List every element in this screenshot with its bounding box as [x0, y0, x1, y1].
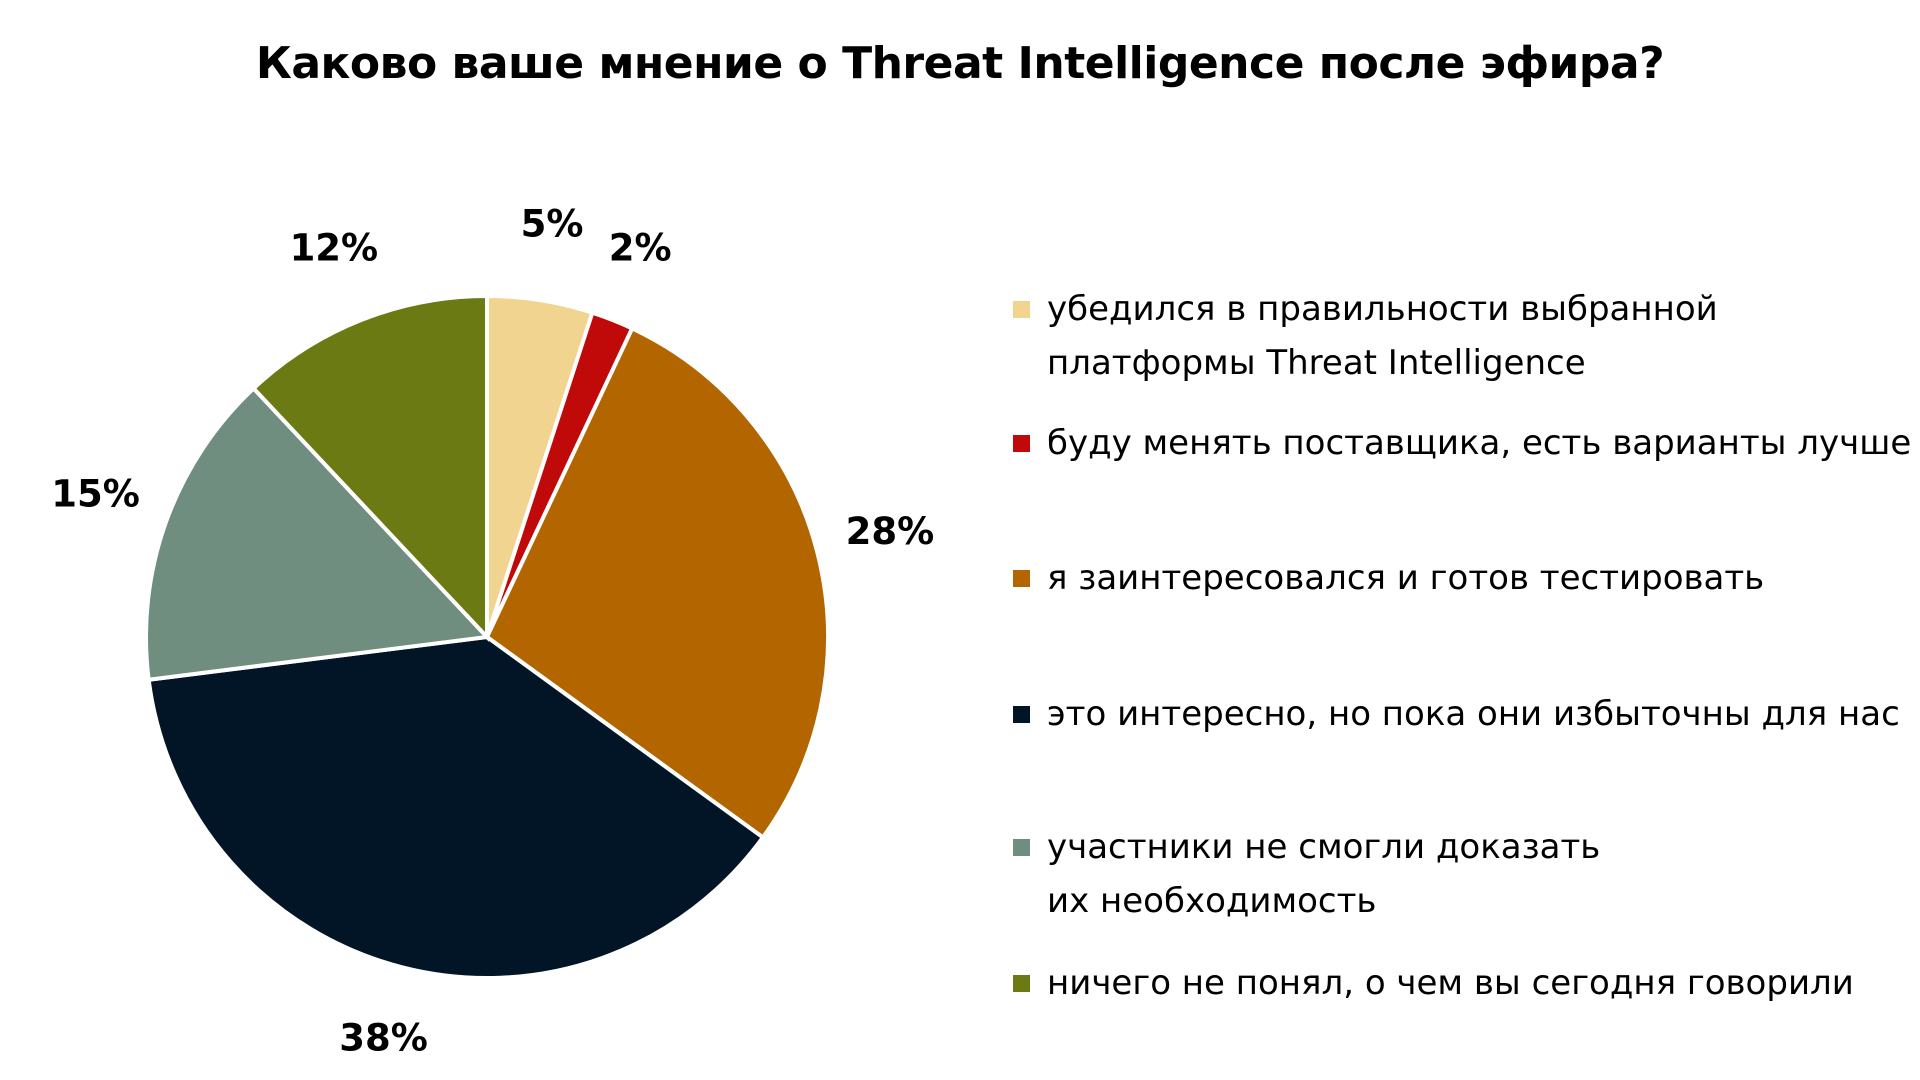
legend-swatch — [1013, 301, 1030, 318]
legend-item: участники не смогли доказать их необходим… — [1013, 820, 1600, 928]
legend-label: буду менять поставщика, есть варианты лу… — [1047, 423, 1912, 463]
pie-slice — [144, 385, 492, 682]
legend-label: ничего не понял, о чем вы сегодня говори… — [1047, 963, 1854, 1003]
legend-swatch — [1013, 706, 1030, 723]
legend-label: я заинтересовался и готов тестировать — [1047, 558, 1765, 598]
slice-value-label: 38% — [339, 1016, 428, 1059]
legend-label: участники не смогли доказать их необходим… — [1047, 827, 1601, 921]
legend-item: убедился в правильности выбранной платфор… — [1013, 282, 1718, 390]
legend-label: убедился в правильности выбранной платфор… — [1047, 289, 1718, 383]
legend-swatch — [1013, 975, 1030, 992]
legend-item: ничего не понял, о чем вы сегодня говори… — [1013, 956, 1854, 1010]
legend-item: это интересно, но пока они избыточны для… — [1013, 687, 1900, 741]
pie-slice — [146, 634, 766, 980]
pie-slice — [250, 293, 489, 643]
slice-value-label: 28% — [846, 510, 935, 553]
pie-slice — [484, 325, 830, 841]
legend-swatch — [1013, 839, 1030, 856]
legend-label: это интересно, но пока они избыточны для… — [1047, 694, 1900, 734]
legend-swatch — [1013, 570, 1030, 587]
legend-item: я заинтересовался и готов тестировать — [1013, 551, 1764, 605]
slice-value-label: 15% — [51, 473, 140, 516]
slice-value-label: 5% — [521, 203, 584, 246]
chart-title: Каково ваше мнение о Threat Intelligence… — [255, 38, 1665, 89]
legend-item: буду менять поставщика, есть варианты лу… — [1013, 416, 1911, 470]
slice-value-label: 2% — [609, 227, 672, 270]
slice-value-label: 12% — [290, 227, 379, 270]
legend-swatch — [1013, 435, 1030, 452]
